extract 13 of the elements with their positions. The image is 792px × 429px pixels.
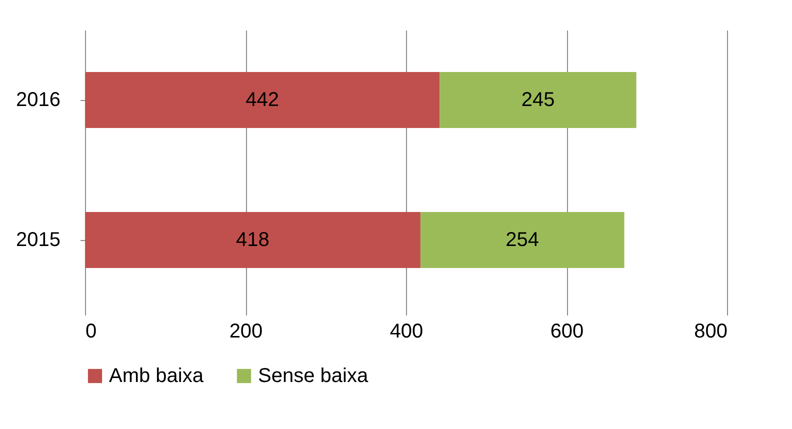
x-tick-label: 400: [390, 320, 424, 342]
x-tick-label: 600: [550, 320, 584, 342]
legend-label: Amb baixa: [109, 365, 204, 387]
x-tick-label: 200: [229, 320, 263, 342]
data-label: 245: [521, 89, 555, 111]
legend-label: Sense baixa: [258, 365, 369, 387]
y-tick-label: 2016: [16, 89, 60, 111]
x-tick-label: 0: [86, 320, 97, 342]
data-label: 254: [506, 229, 540, 251]
data-label: 442: [246, 89, 280, 111]
data-label: 418: [236, 229, 270, 251]
x-tick-label: 800: [694, 320, 728, 342]
y-tick-label: 2015: [16, 229, 60, 251]
